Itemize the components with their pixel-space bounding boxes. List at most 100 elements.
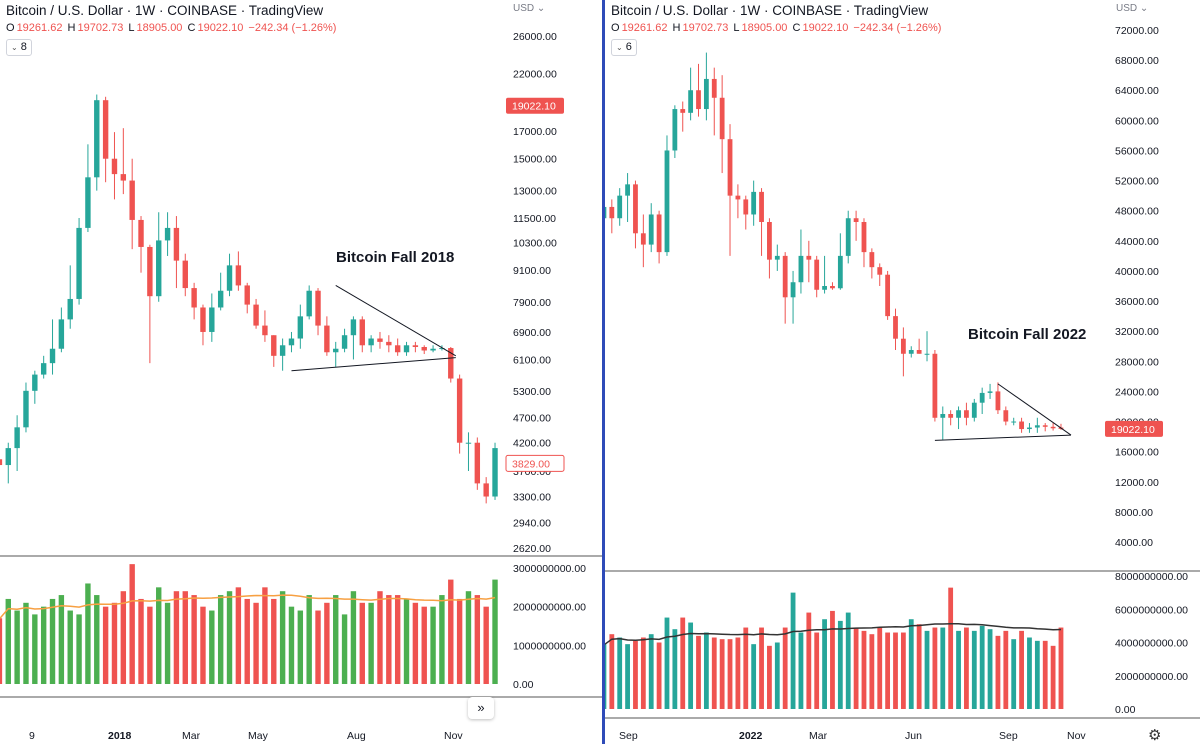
x-tick-label: 2018	[108, 730, 132, 742]
gear-icon[interactable]: ⚙	[1148, 727, 1162, 744]
left-chart-panel[interactable]: 26000.00 22000.00 17000.00 15000.00 13000.00…	[0, 0, 602, 744]
right-chart-canvas[interactable]: 72000.0068000.0064000.0060000.0056000.00…	[605, 0, 1200, 744]
indicator-count: 8	[20, 41, 27, 53]
volume-bar	[861, 630, 867, 709]
volume-bar	[790, 592, 796, 709]
candle-body	[1042, 425, 1048, 427]
volume-bar	[67, 610, 73, 684]
y-tick-label: 2940.00	[513, 517, 551, 529]
y-tick-label: 12000.00	[1115, 477, 1159, 489]
candle-body	[138, 219, 144, 247]
x-tick-label: 2022	[739, 730, 763, 742]
left-chart-canvas[interactable]: 26000.00 22000.00 17000.00 15000.00 13000.00…	[0, 0, 602, 744]
y-tick-label: 8000.00	[1115, 507, 1153, 519]
y-tick-label: 11500.00	[513, 213, 556, 225]
y-tick-label: 22000.00	[513, 68, 557, 80]
candle-body	[625, 184, 630, 196]
volume-bar	[412, 602, 419, 684]
volume-bar	[979, 625, 985, 709]
left-chart-title: Bitcoin / U.S. Dollar · 1W · COINBASE · …	[6, 3, 324, 18]
candle-body	[924, 353, 930, 355]
candle-body	[191, 288, 197, 308]
y-tick-label: 52000.00	[1115, 176, 1159, 188]
volume-bar	[719, 639, 725, 709]
volume-bar	[877, 627, 883, 709]
volume-tick-label: 1000000000.00	[513, 640, 586, 652]
left-indicators-toggle[interactable]: ⌄ 8	[6, 39, 32, 56]
volume-bar	[244, 598, 250, 684]
candle-body	[995, 391, 1001, 411]
volume-bar	[711, 637, 717, 709]
volume-bar	[465, 591, 472, 684]
candle-body	[640, 233, 646, 245]
chevron-down-icon: ⌄	[616, 43, 623, 52]
volume-bar	[956, 630, 961, 709]
volume-bar	[226, 591, 233, 684]
volume-bar	[5, 598, 11, 684]
left-currency-selector[interactable]: USD ⌄	[513, 3, 545, 14]
y-tick-label: 44000.00	[1115, 236, 1159, 248]
candle-body	[1034, 425, 1040, 428]
right-chart-panel[interactable]: 72000.00 68000.00 64000.00 60000.00 56000.00…	[605, 0, 1200, 744]
scroll-to-latest-button[interactable]: »	[468, 697, 494, 719]
currency-label: USD	[513, 3, 535, 14]
candle-body	[200, 307, 206, 332]
candle-body	[798, 255, 804, 283]
candle-body	[656, 214, 662, 253]
volume-tick-label: 4000000000.00	[1115, 638, 1188, 650]
y-tick-label: 26000.00	[513, 31, 557, 43]
candle-body	[664, 150, 670, 253]
volume-bar	[111, 602, 118, 684]
volume-bar	[964, 627, 969, 709]
volume-bar	[350, 591, 357, 684]
currency-label: USD	[1116, 3, 1138, 14]
candle-body	[774, 255, 780, 260]
candle-body	[226, 265, 233, 291]
candle-body	[32, 374, 38, 391]
close-key: C	[792, 22, 801, 34]
candle-body	[262, 325, 268, 336]
candle-body	[483, 483, 489, 497]
candle-body	[217, 290, 224, 308]
close-value: 19022.10	[802, 22, 849, 34]
volume-bar	[1042, 640, 1048, 709]
volume-bar	[315, 610, 321, 684]
candle-body	[869, 252, 875, 268]
close-key: C	[187, 22, 196, 34]
volume-bar	[837, 620, 843, 709]
x-tick-label: Nov	[1067, 730, 1086, 742]
volume-bar	[182, 591, 188, 684]
candle-body	[94, 100, 100, 178]
candle-body	[111, 158, 118, 175]
candle-body	[688, 90, 694, 113]
price-tag-box	[1105, 420, 1163, 437]
y-tick-label: 5300.00	[513, 386, 551, 398]
candle-body	[916, 350, 922, 354]
volume-bar	[0, 618, 3, 684]
chevron-down-icon: ⌄	[536, 3, 546, 14]
candle-body	[67, 298, 73, 320]
volume-bar	[1034, 640, 1040, 709]
candle-body	[147, 246, 153, 297]
candle-body	[421, 347, 427, 351]
volume-bar	[869, 634, 875, 709]
candle-body	[696, 90, 701, 110]
volume-bar	[235, 587, 242, 684]
right-currency-selector[interactable]: USD ⌄	[1116, 3, 1148, 14]
right-indicators-toggle[interactable]: ⌄ 6	[611, 39, 637, 56]
volume-bar	[217, 595, 224, 684]
volume-bar	[14, 610, 20, 684]
candle-body	[900, 338, 906, 354]
candle-body	[885, 274, 891, 317]
volume-bar	[306, 595, 312, 684]
volume-moving-average	[0, 594, 496, 619]
candle-body	[735, 195, 741, 200]
candle-body	[492, 448, 498, 497]
volume-bar	[333, 595, 339, 684]
candle-body	[14, 427, 20, 449]
candle-body	[1019, 421, 1024, 430]
volume-bar	[1011, 639, 1017, 709]
volume-tick-label: 6000000000.00	[1115, 604, 1188, 616]
panel-divider[interactable]	[602, 0, 605, 744]
volume-bar	[120, 591, 127, 684]
